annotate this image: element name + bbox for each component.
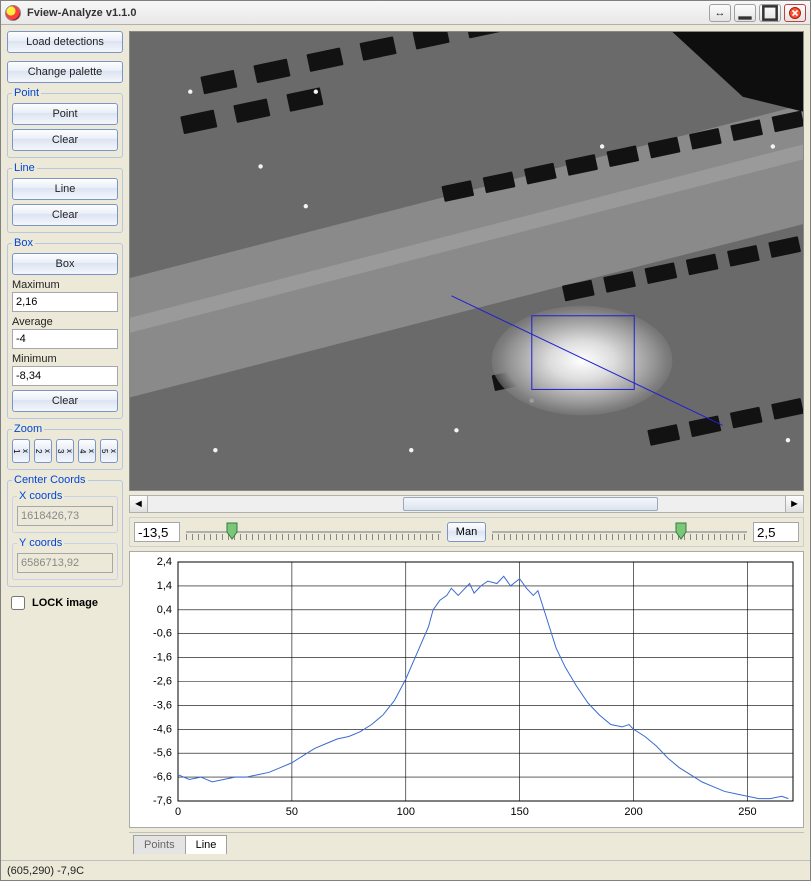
svg-text:-7,6: -7,6 <box>153 795 172 807</box>
app-window: Fview-Analyze v1.1.0 ↔ Load detections C… <box>0 0 811 881</box>
line-chart: 2,4 1,4 0,4 -0,6 -1,6 -2,6 -3,6 -4,6 -5,6 -6,6 -7,… <box>130 552 803 827</box>
zoom-buttons: x 1x 2x 3x 4x 5 <box>12 439 118 463</box>
point-button[interactable]: Point <box>12 103 118 125</box>
svg-text:-4,6: -4,6 <box>153 723 172 735</box>
main-area: ◄ ► Man 2,41,40,4-0,6-1,6-2,6-3,6-4,6-5 <box>129 31 804 854</box>
zoom-group: Zoom x 1x 2x 3x 4x 5 <box>7 423 123 470</box>
box-button[interactable]: Box <box>12 253 118 275</box>
max-label: Maximum <box>12 279 118 291</box>
man-button[interactable]: Man <box>447 522 486 542</box>
svg-text:150: 150 <box>510 806 528 818</box>
svg-text:-6,6: -6,6 <box>153 771 172 783</box>
range-min-field[interactable] <box>134 522 180 542</box>
svg-text:1,4: 1,4 <box>157 580 172 592</box>
scroll-right-button[interactable]: ► <box>785 496 803 512</box>
titlebar: Fview-Analyze v1.1.0 ↔ <box>1 1 810 25</box>
line-group: Line Line Clear <box>7 162 123 233</box>
svg-text:100: 100 <box>397 806 415 818</box>
zoom-3x-button[interactable]: x 3 <box>56 439 74 463</box>
svg-text:50: 50 <box>286 806 298 818</box>
min-field[interactable] <box>12 366 118 386</box>
chart-pane: 2,4 1,4 0,4 -0,6 -1,6 -2,6 -3,6 -4,6 -5,6 -6,6 -7,… <box>129 551 804 828</box>
box-group: Box Box Maximum Average Minimum Clear <box>7 237 123 419</box>
restore-button[interactable]: ↔ <box>709 4 731 22</box>
scroll-track[interactable] <box>148 496 785 512</box>
slider-thumb-icon[interactable] <box>675 522 687 540</box>
max-field[interactable] <box>12 292 118 312</box>
svg-text:-3,6: -3,6 <box>153 699 172 711</box>
load-detections-button[interactable]: Load detections <box>7 31 123 53</box>
x-coords-legend: X coords <box>17 490 64 502</box>
zoom-4x-button[interactable]: x 4 <box>78 439 96 463</box>
zoom-5x-button[interactable]: x 5 <box>100 439 118 463</box>
x-coords-group: X coords <box>12 490 118 533</box>
box-legend: Box <box>12 237 35 249</box>
close-button[interactable] <box>784 4 806 22</box>
app-icon <box>5 5 21 21</box>
box-clear-button[interactable]: Clear <box>12 390 118 412</box>
svg-text:-1,6: -1,6 <box>153 652 172 664</box>
avg-field[interactable] <box>12 329 118 349</box>
sidebar: Load detections Change palette Point Poi… <box>7 31 123 854</box>
titlebar-buttons: ↔ <box>709 4 806 22</box>
center-coords-legend: Center Coords <box>12 474 88 486</box>
y-coords-group: Y coords <box>12 537 118 580</box>
range-slider-row: Man <box>129 517 804 547</box>
center-coords-group: Center Coords X coords Y coords <box>7 474 123 587</box>
client-area: Load detections Change palette Point Poi… <box>1 25 810 860</box>
avg-label: Average <box>12 316 118 328</box>
point-group: Point Point Clear <box>7 87 123 158</box>
status-text: (605,290) -7,9C <box>7 865 84 877</box>
zoom-1x-button[interactable]: x 1 <box>12 439 30 463</box>
statusbar: (605,290) -7,9C <box>1 860 810 880</box>
minimize-button[interactable] <box>734 4 756 22</box>
lock-checkbox[interactable] <box>11 596 25 610</box>
range-max-field[interactable] <box>753 522 799 542</box>
image-pane[interactable] <box>129 31 804 491</box>
point-clear-button[interactable]: Clear <box>12 129 118 151</box>
range-min-slider[interactable] <box>186 522 441 542</box>
tabs-row: Points Line <box>129 832 804 854</box>
thermal-image <box>130 32 803 490</box>
min-label: Minimum <box>12 353 118 365</box>
svg-text:2,4: 2,4 <box>157 556 172 568</box>
point-legend: Point <box>12 87 41 99</box>
change-palette-button[interactable]: Change palette <box>7 61 123 83</box>
svg-text:-5,6: -5,6 <box>153 747 172 759</box>
tab-line[interactable]: Line <box>185 835 228 854</box>
y-coords-legend: Y coords <box>17 537 64 549</box>
image-hscrollbar[interactable]: ◄ ► <box>129 495 804 513</box>
x-coords-field <box>17 506 113 526</box>
maximize-button[interactable] <box>759 4 781 22</box>
svg-text:0,4: 0,4 <box>157 604 172 616</box>
y-coords-field <box>17 553 113 573</box>
svg-text:-0,6: -0,6 <box>153 628 172 640</box>
svg-text:250: 250 <box>738 806 756 818</box>
lock-row: LOCK image <box>7 591 123 615</box>
svg-text:200: 200 <box>624 806 642 818</box>
slider-thumb-icon[interactable] <box>226 522 238 540</box>
line-clear-button[interactable]: Clear <box>12 204 118 226</box>
svg-text:-2,6: -2,6 <box>153 676 172 688</box>
scroll-left-button[interactable]: ◄ <box>130 496 148 512</box>
window-title: Fview-Analyze v1.1.0 <box>27 7 703 19</box>
line-legend: Line <box>12 162 37 174</box>
line-button[interactable]: Line <box>12 178 118 200</box>
lock-label: LOCK image <box>32 597 98 609</box>
tab-points[interactable]: Points <box>133 835 186 854</box>
range-max-slider[interactable] <box>492 522 747 542</box>
scroll-thumb[interactable] <box>403 497 658 511</box>
svg-text:0: 0 <box>175 806 181 818</box>
zoom-legend: Zoom <box>12 423 44 435</box>
zoom-2x-button[interactable]: x 2 <box>34 439 52 463</box>
